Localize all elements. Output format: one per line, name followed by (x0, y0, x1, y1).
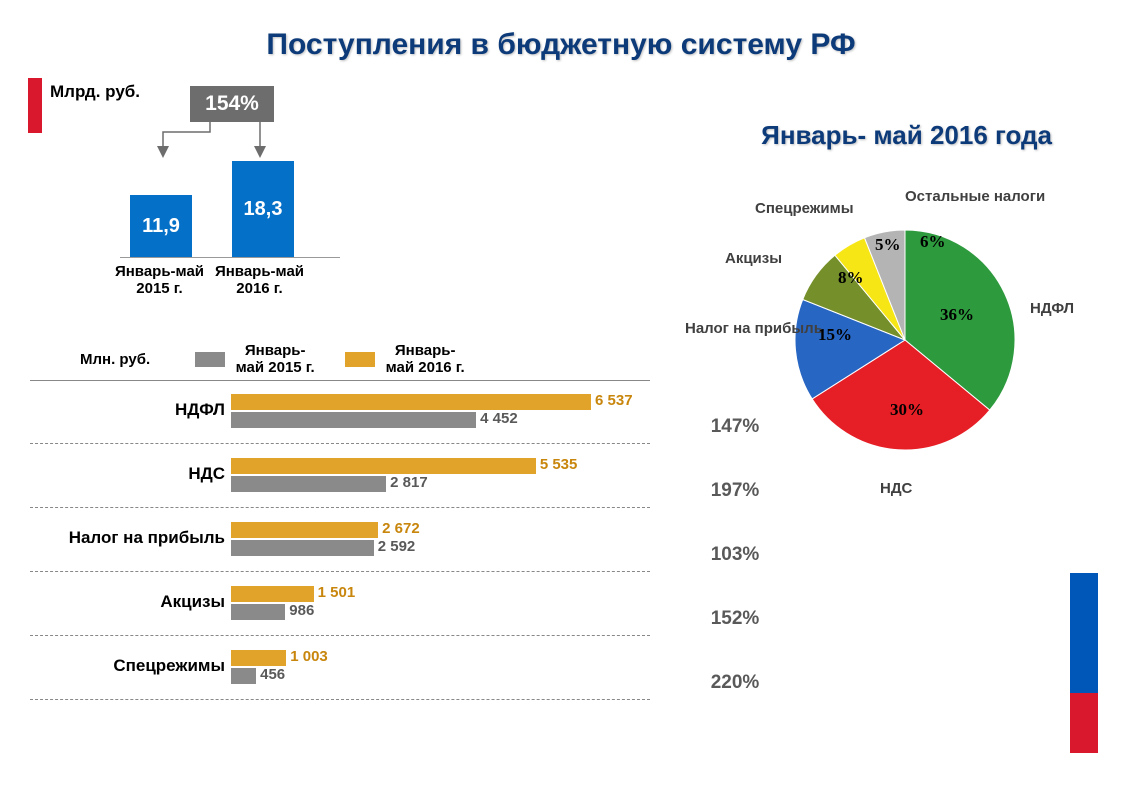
bar-area: 11,9 18,3 (120, 158, 340, 258)
hbar-bar-2015 (231, 668, 256, 684)
growth-value: 220% (690, 651, 780, 715)
hbar-bar-2015 (231, 476, 386, 492)
hbar-bar-2016 (231, 650, 286, 666)
growth-arrows (145, 122, 325, 162)
legend-swatch-2016 (345, 352, 375, 367)
unit-label-millions: Млн. руб. (80, 351, 150, 368)
bar-label-2016: Январь-май 2016 г. (212, 263, 307, 297)
hbar-value-2016: 2 672 (382, 520, 420, 537)
hbar-category: Налог на прибыль (30, 528, 225, 548)
pie-slice-label: НДФЛ (1030, 300, 1074, 317)
legend-label-2015: Январь-май 2015 г. (235, 342, 315, 376)
bar-2016: 18,3 (232, 161, 294, 257)
pie-slice-label: Остальные налоги (905, 188, 1045, 205)
red-accent-left (28, 78, 42, 133)
pie-slice-label: Акцизы (725, 250, 782, 267)
bar-2015: 11,9 (130, 195, 192, 257)
hbar-value-2015: 4 452 (480, 410, 518, 427)
page-title: Поступления в бюджетную систему РФ (0, 0, 1122, 62)
hbar-value-2015: 456 (260, 666, 285, 683)
pie-slice-pct: 36% (940, 305, 974, 325)
pie-slice-label: НДС (880, 480, 912, 497)
hbar-bar-2016 (231, 394, 591, 410)
hbar-row: Акцизы 1 501986 (30, 572, 650, 636)
hbar-value-2016: 1 501 (318, 584, 356, 601)
red-accent-right (1070, 693, 1098, 753)
hbar-value-2016: 1 003 (290, 648, 328, 665)
pie-slice-pct: 5% (875, 235, 901, 255)
hbar-value-2016: 6 537 (595, 392, 633, 409)
pie-slice-pct: 30% (890, 400, 924, 420)
pie-slice-pct: 8% (838, 268, 864, 288)
legend-label-2016: Январь-май 2016 г. (385, 342, 465, 376)
hbar-category: НДС (30, 464, 225, 484)
hbar-value-2015: 2 592 (378, 538, 416, 555)
hbar-bar-2016 (231, 522, 378, 538)
pie-slice-label: Налог на прибыль (685, 320, 823, 337)
hbar-category: НДФЛ (30, 400, 225, 420)
growth-box: 154% (190, 86, 274, 122)
subtitle: Январь- май 2016 года (761, 120, 1052, 151)
pie-slice-pct: 6% (920, 232, 946, 252)
hbar-row: Налог на прибыль 2 6722 592 (30, 508, 650, 572)
blue-accent-right (1070, 573, 1098, 693)
hbar-bar-2015 (231, 412, 476, 428)
pie-slice-label: Спецрежимы (755, 200, 854, 217)
hbar-category: Спецрежимы (30, 656, 225, 676)
pie-svg (730, 180, 1080, 500)
hbar-bar-2016 (231, 458, 536, 474)
hbar-value-2015: 986 (289, 602, 314, 619)
growth-value: 103% (690, 523, 780, 587)
hbar-row: НДС 5 535 2 817 (30, 444, 650, 508)
hbar-value-2015: 2 817 (390, 474, 428, 491)
hbar-bar-2016 (231, 586, 314, 602)
top-bar-chart: Млрд. руб. 154% 11,9 18,3 Январь-май 201… (90, 78, 460, 308)
hbar-row: НДФЛ 6 537 4 452 (30, 380, 650, 444)
bar-label-2015: Январь-май 2015 г. (112, 263, 207, 297)
hbar-category: Акцизы (30, 592, 225, 612)
hbar-bar-2015 (231, 540, 374, 556)
hbar-bar-2015 (231, 604, 285, 620)
pie-slice-pct: 15% (818, 325, 852, 345)
unit-label-billions: Млрд. руб. (50, 82, 140, 102)
hbar-value-2016: 5 535 (540, 456, 578, 473)
growth-value: 152% (690, 587, 780, 651)
pie-chart: НДФЛ36%НДС30%Налог на прибыль15%Акцизы8%… (730, 180, 1080, 500)
hbar-row: Спецрежимы 1 003 456 (30, 636, 650, 700)
legend-swatch-2015 (195, 352, 225, 367)
hbar-legend: Млн. руб. Январь-май 2015 г. Январь-май … (80, 342, 465, 376)
